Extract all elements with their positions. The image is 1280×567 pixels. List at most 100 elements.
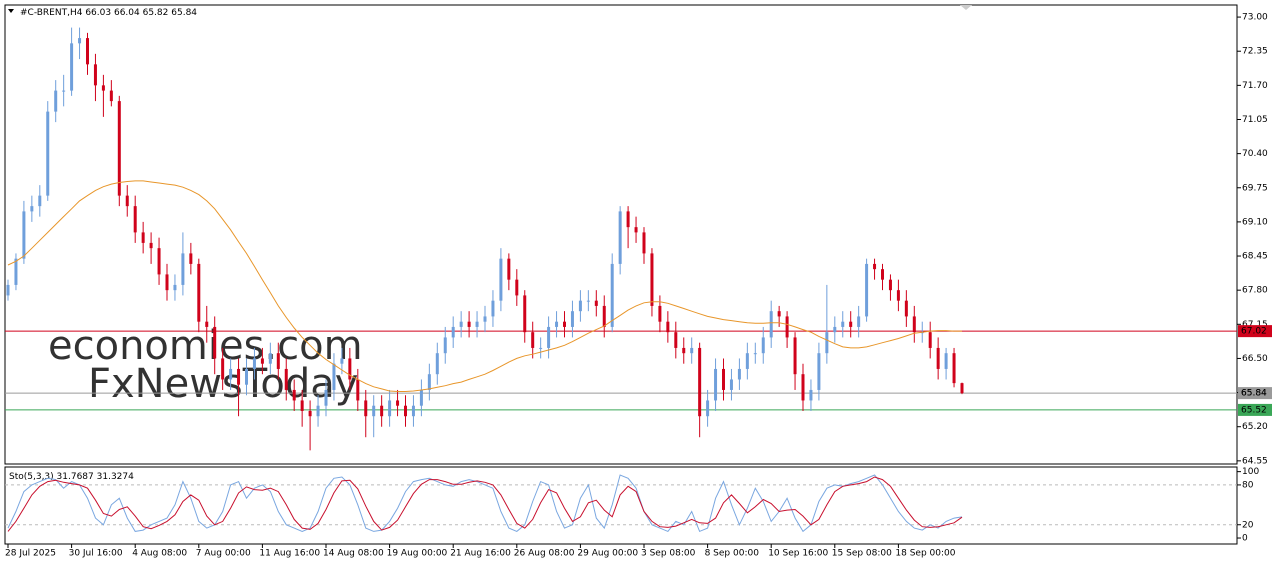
ohlc-open: 66.03 — [85, 8, 111, 18]
candle-body — [14, 258, 18, 285]
candle-body — [459, 321, 463, 327]
candle-body — [173, 284, 177, 291]
candle-body — [801, 374, 805, 401]
candle-body — [483, 316, 487, 322]
candle-body — [451, 326, 455, 338]
candle-body — [324, 389, 328, 406]
candle-body — [213, 326, 217, 359]
candle-body — [93, 64, 97, 86]
candle-body — [777, 311, 781, 317]
candle-body — [499, 258, 503, 301]
price-level-label: 65.52 — [1241, 405, 1267, 415]
candle-body — [237, 368, 241, 385]
x-tick-label: 3 Sep 08:00 — [641, 549, 696, 559]
current-price-label-bg — [1238, 387, 1272, 400]
current-price-label: 65.84 — [1241, 389, 1267, 399]
y-tick-label: 67.15 — [1242, 320, 1268, 330]
x-tick-label: 30 Jul 16:00 — [69, 549, 123, 559]
candle-body — [602, 305, 606, 327]
candle-body — [181, 253, 185, 285]
candle-body — [833, 326, 837, 333]
candle-body — [62, 90, 66, 92]
candle-body — [340, 358, 344, 364]
candle-body — [380, 405, 384, 417]
candle-body — [737, 368, 741, 380]
ohlc-low: 65.82 — [143, 8, 169, 18]
candle-body — [841, 321, 845, 327]
stoch-y-tick-label: 80 — [1242, 480, 1254, 490]
candle-body — [634, 227, 638, 233]
candle-body — [825, 332, 829, 354]
y-tick-label: 69.75 — [1242, 183, 1268, 193]
candle-body — [714, 368, 718, 401]
x-tick-label: 14 Aug 08:00 — [323, 549, 384, 559]
price-level-label: 67.02 — [1241, 327, 1267, 337]
candle-body — [491, 300, 495, 317]
candle-body — [761, 337, 765, 354]
candle-body — [276, 353, 280, 369]
y-tick-label: 64.55 — [1242, 456, 1268, 466]
candle-body — [904, 300, 908, 317]
dropdown-icon[interactable] — [8, 9, 14, 13]
candle-body — [396, 400, 400, 406]
candle-body — [427, 374, 431, 390]
candle-body — [475, 321, 479, 327]
candle-body — [157, 248, 161, 275]
candle-body — [586, 300, 590, 302]
candle-body — [928, 332, 932, 348]
candle-body — [610, 263, 614, 327]
candle-body — [912, 316, 916, 333]
candle-body — [364, 400, 368, 417]
candle-body — [769, 311, 773, 338]
candle-body — [809, 389, 813, 401]
candle-body — [46, 111, 50, 196]
ohlc-high: 66.04 — [114, 8, 140, 18]
x-tick-label: 18 Sep 00:00 — [895, 549, 955, 559]
candle-body — [618, 211, 622, 264]
candle-body — [260, 358, 264, 364]
stoch-header: Sto(5,3,3) 31.7687 31.3274 — [9, 472, 134, 482]
y-tick-label: 73.00 — [1242, 13, 1268, 23]
candle-body — [467, 321, 471, 327]
candle-body — [443, 337, 447, 354]
candle-body — [356, 379, 360, 401]
candle-body — [626, 211, 630, 228]
candle-body — [658, 305, 662, 322]
y-tick-label: 65.20 — [1242, 422, 1268, 432]
y-tick-label: 71.70 — [1242, 81, 1268, 91]
x-tick-label: 11 Aug 16:00 — [259, 549, 320, 559]
candle-body — [666, 321, 670, 333]
candle-body — [578, 300, 582, 312]
candle-body — [952, 353, 956, 384]
candle-body — [865, 263, 869, 317]
candle-body — [698, 347, 702, 417]
stoch-name: Sto(5,3,3) — [9, 472, 54, 482]
x-tick-label: 19 Aug 00:00 — [387, 549, 448, 559]
candle-body — [22, 211, 26, 259]
x-tick-label: 15 Sep 08:00 — [832, 549, 892, 559]
candle-body — [547, 326, 551, 348]
candle-body — [221, 358, 225, 380]
candle-body — [722, 368, 725, 390]
x-tick-label: 26 Aug 08:00 — [514, 549, 575, 559]
candle-body — [642, 232, 646, 254]
candle-body — [149, 242, 153, 249]
candle-body — [284, 368, 288, 390]
chart-header: #C-BRENT,H4 66.03 66.04 65.82 65.84 — [20, 8, 197, 18]
candle-body — [125, 195, 129, 207]
candle-body — [729, 379, 733, 390]
ohlc-close: 65.84 — [171, 8, 197, 18]
stoch-line — [7, 474, 963, 533]
candle-body — [189, 253, 193, 264]
x-tick-label: 28 Jul 2025 — [5, 549, 56, 559]
candle-body — [570, 311, 574, 327]
candle-body — [745, 353, 749, 369]
y-tick-label: 68.45 — [1242, 252, 1268, 262]
symbol: #C-BRENT,H4 — [20, 8, 83, 18]
candle-body — [332, 363, 336, 390]
candle-body — [205, 321, 209, 327]
candle-body — [316, 405, 320, 417]
candle-body — [404, 405, 407, 417]
candle-body — [857, 316, 861, 327]
